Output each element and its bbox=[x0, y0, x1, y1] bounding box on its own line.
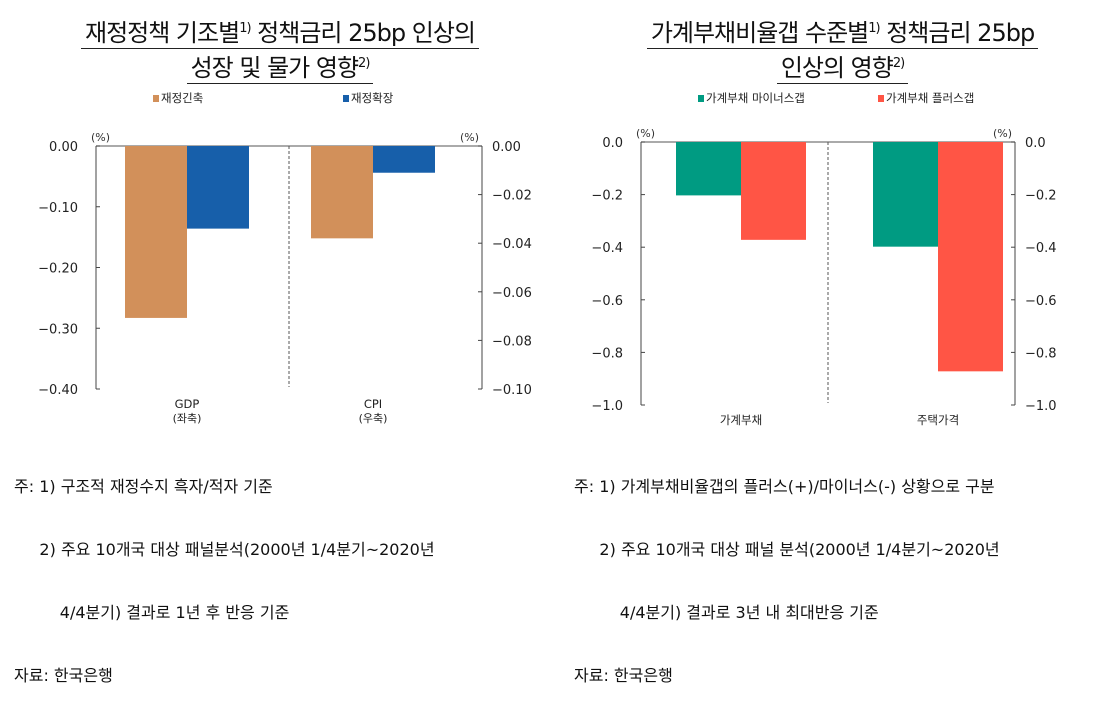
legend-swatch bbox=[698, 95, 704, 102]
source-line: 자료: 한국은행 bbox=[14, 666, 113, 685]
note-line: 2) 주요 10개국 대상 패널 분석(2000년 1/4분기~2020년 bbox=[574, 540, 1000, 559]
left-tick-label: −1.0 bbox=[591, 399, 623, 414]
right-tick-label: −0.4 bbox=[1025, 241, 1057, 256]
chart-2-notes: 주: 1) 가계부채비율갭의 플러스(+)/마이너스(-) 상황으로 구분 2)… bbox=[574, 434, 1000, 707]
bar-가계부채-가계부채 플러스갭 bbox=[741, 142, 806, 240]
bar-GDP-재정긴축 bbox=[125, 146, 187, 318]
right-tick-label: −0.2 bbox=[1025, 189, 1057, 204]
right-tick-label: −0.10 bbox=[492, 383, 532, 398]
note-line: 주: 1) 가계부채비율갭의 플러스(+)/마이너스(-) 상황으로 구분 bbox=[574, 477, 995, 496]
left-tick-label: 0.0 bbox=[602, 136, 623, 151]
legend-label: 가계부채 플러스갭 bbox=[886, 91, 974, 105]
legend-label: 가계부채 마이너스갭 bbox=[706, 91, 805, 105]
legend-label: 재정긴축 bbox=[161, 91, 203, 105]
bar-가계부채-가계부채 마이너스갭 bbox=[676, 142, 741, 196]
left-tick-label: 0.00 bbox=[49, 140, 78, 155]
category-label: 가계부채 bbox=[720, 413, 762, 427]
right-axis-unit: (%) bbox=[993, 127, 1012, 140]
right-tick-label: −0.06 bbox=[492, 286, 532, 301]
right-tick-label: −0.04 bbox=[492, 237, 532, 252]
legend-swatch bbox=[153, 95, 159, 102]
left-tick-label: −0.8 bbox=[591, 346, 623, 361]
legend-swatch bbox=[878, 95, 884, 102]
left-tick-label: −0.6 bbox=[591, 294, 623, 309]
legend-swatch bbox=[343, 95, 349, 102]
category-sublabel: (우축) bbox=[359, 412, 388, 425]
left-tick-label: −0.30 bbox=[38, 322, 78, 337]
right-tick-label: −0.6 bbox=[1025, 294, 1057, 309]
category-sublabel: (좌축) bbox=[173, 412, 202, 425]
bar-CPI-재정긴축 bbox=[311, 146, 373, 239]
left-tick-label: −0.10 bbox=[38, 201, 78, 216]
left-axis-unit: (%) bbox=[636, 127, 655, 140]
right-axis-unit: (%) bbox=[460, 131, 479, 144]
note-line: 주: 1) 구조적 재정수지 흑자/적자 기준 bbox=[14, 477, 273, 496]
left-tick-label: −0.20 bbox=[38, 262, 78, 277]
left-axis-unit: (%) bbox=[91, 131, 110, 144]
note-line: 4/4분기) 결과로 1년 후 반응 기준 bbox=[14, 603, 290, 622]
right-tick-label: −0.08 bbox=[492, 334, 532, 349]
chart-2-title: 가계부채비율갭 수준별1) 정책금리 25bp 인상의 영향2) bbox=[575, 14, 1110, 84]
charts-canvas: 재정긴축 재정확장 (%) (%) 0.00 −0.10 −0.20 −0.30 −0.40 0.… bbox=[38, 91, 1057, 427]
left-tick-label: −0.4 bbox=[591, 241, 623, 256]
right-tick-label: 0.0 bbox=[1025, 136, 1046, 151]
note-line: 4/4분기) 결과로 3년 내 최대반응 기준 bbox=[574, 603, 879, 622]
note-line: 2) 주요 10개국 대상 패널분석(2000년 1/4분기~2020년 bbox=[14, 540, 435, 559]
bar-주택가격-가계부채 플러스갭 bbox=[938, 142, 1003, 372]
chart-1-title: 재정정책 기조별1) 정책금리 25bp 인상의 성장 및 물가 영향2) bbox=[10, 14, 550, 84]
category-label: GDP bbox=[175, 397, 200, 411]
left-tick-label: −0.2 bbox=[591, 189, 623, 204]
bar-CPI-재정확장 bbox=[373, 146, 435, 173]
left-tick-label: −0.40 bbox=[38, 383, 78, 398]
right-tick-label: 0.00 bbox=[492, 140, 521, 155]
bar-주택가격-가계부채 마이너스갭 bbox=[873, 142, 938, 247]
source-line: 자료: 한국은행 bbox=[574, 666, 673, 685]
category-label: CPI bbox=[364, 397, 382, 411]
legend-label: 재정확장 bbox=[351, 91, 394, 105]
category-label: 주택가격 bbox=[917, 413, 959, 427]
right-tick-label: −0.8 bbox=[1025, 346, 1057, 361]
right-tick-label: −1.0 bbox=[1025, 399, 1057, 414]
chart-1-notes: 주: 1) 구조적 재정수지 흑자/적자 기준 2) 주요 10개국 대상 패널… bbox=[14, 434, 435, 707]
bar-GDP-재정확장 bbox=[187, 146, 249, 229]
right-tick-label: −0.02 bbox=[492, 189, 532, 204]
